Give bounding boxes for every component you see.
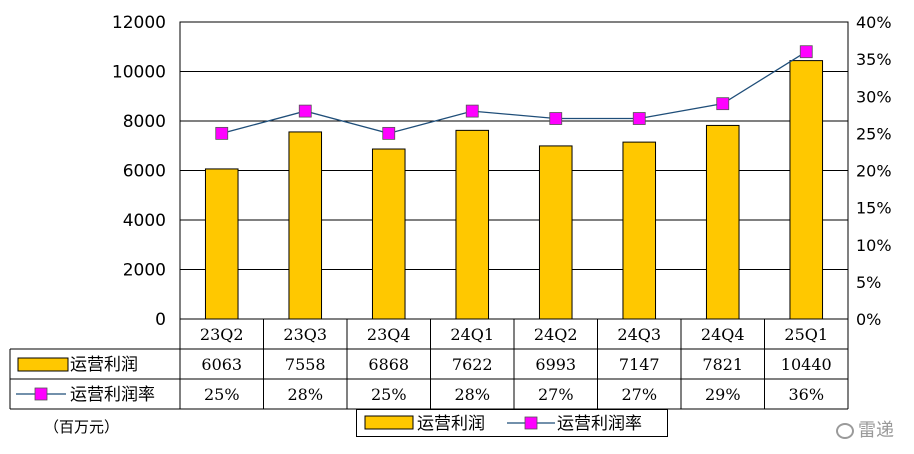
margin-marker	[632, 112, 646, 125]
category-label: 23Q2	[200, 325, 244, 344]
y-right-tick-label: 35%	[856, 50, 892, 69]
table-cell: 7622	[452, 355, 493, 374]
legend-graphics: 运营利润 运营利润率	[364, 414, 642, 434]
margin-marker	[382, 126, 396, 140]
watermark-text: 雷递	[858, 420, 894, 441]
bar	[789, 60, 824, 320]
y-right-tick-label: 10%	[856, 236, 892, 255]
legend-label: 运营利润率	[557, 414, 642, 434]
table-cell: 7147	[619, 355, 660, 374]
y-left-tick-label: 4000	[123, 211, 166, 231]
bar	[455, 129, 490, 320]
legend: 运营利润 运营利润率	[356, 409, 668, 437]
table-cell: 6868	[368, 355, 409, 374]
y-left-tick-label: 2000	[123, 261, 166, 281]
bar	[538, 145, 573, 320]
bars	[204, 60, 824, 320]
table-cell: 7821	[702, 355, 743, 374]
gridlines	[180, 21, 848, 270]
table-cell: 10440	[781, 355, 832, 374]
category-label: 24Q1	[450, 325, 494, 344]
table-cell: 6063	[201, 355, 242, 374]
y-left-tick-label: 8000	[123, 112, 166, 132]
bar	[288, 131, 323, 320]
table-bar-swatch	[17, 357, 69, 372]
margin-marker	[549, 112, 563, 125]
margin-marker	[799, 45, 813, 59]
line-series	[215, 45, 813, 140]
y-right-tick-label: 30%	[856, 87, 892, 106]
table-cell: 27%	[538, 385, 574, 404]
axes: 0 2000 4000 6000 8000 10000 12000 0% 5% 10% 15% 20%…	[112, 13, 892, 330]
margin-marker	[716, 97, 730, 111]
y-right-tick-label: 40%	[856, 13, 892, 32]
y-right-tick-label: 25%	[856, 124, 892, 143]
bar	[622, 141, 657, 320]
table-cell: 36%	[788, 385, 824, 404]
category-label: 24Q3	[617, 325, 661, 344]
table-cell: 25%	[371, 385, 407, 404]
unit-label: （百万元）	[44, 418, 120, 436]
table-row-label: 运营利润率	[70, 385, 155, 405]
bar	[705, 124, 740, 320]
table-cell: 28%	[454, 385, 490, 404]
table-cell: 7558	[285, 355, 326, 374]
table-cell: 25%	[204, 385, 240, 404]
category-label: 23Q4	[367, 325, 411, 344]
bar	[371, 148, 406, 320]
table-cell: 28%	[287, 385, 323, 404]
y-left-tick-label: 12000	[112, 13, 166, 33]
data-table: 23Q2 23Q3 23Q4 24Q1 24Q2 24Q3 24Q4 25Q1 运营利润 6063…	[9, 318, 849, 410]
legend-bar-swatch	[364, 415, 414, 430]
margin-line	[221, 51, 807, 135]
margin-marker	[465, 104, 479, 118]
category-label: 23Q3	[283, 325, 327, 344]
table-marker-swatch	[34, 387, 48, 401]
watermark: 雷递	[836, 416, 894, 442]
y-left-tick-label: 10000	[112, 63, 166, 83]
y-left-tick-label: 6000	[123, 162, 166, 182]
bar	[204, 168, 239, 320]
y-right-tick-label: 15%	[856, 199, 892, 218]
legend-label: 运营利润	[417, 414, 485, 434]
y-right-tick-label: 0%	[856, 310, 881, 329]
table-row-label: 运营利润	[70, 355, 138, 375]
y-left-tick-label: 0	[155, 310, 166, 330]
category-label: 24Q2	[534, 325, 578, 344]
margin-marker	[215, 126, 229, 140]
legend-marker-swatch	[524, 416, 538, 430]
margin-marker	[298, 104, 312, 118]
weibo-icon	[836, 423, 854, 439]
table-cell: 6993	[535, 355, 576, 374]
category-label: 25Q1	[784, 325, 828, 344]
y-right-tick-label: 5%	[856, 273, 881, 292]
category-label: 24Q4	[701, 325, 745, 344]
table-cell: 27%	[621, 385, 657, 404]
y-right-tick-label: 20%	[856, 162, 892, 181]
table-cell: 29%	[705, 385, 741, 404]
